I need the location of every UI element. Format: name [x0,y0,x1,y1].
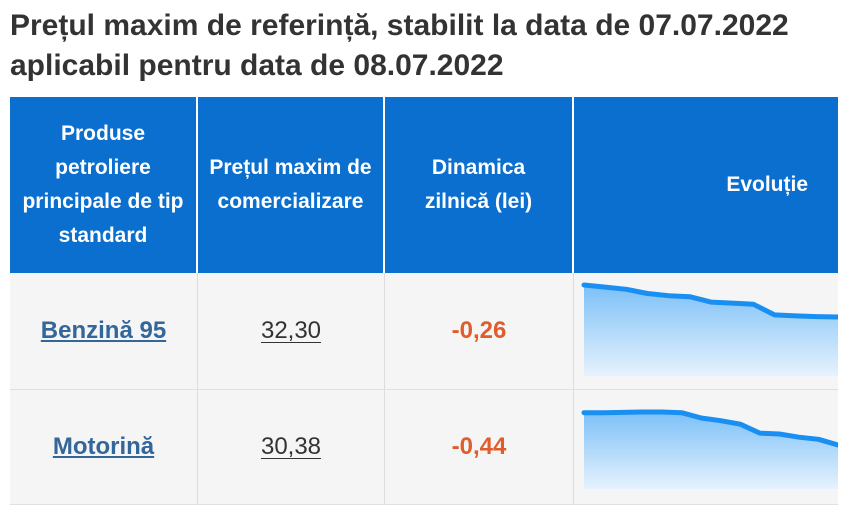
price-value: 32,30 [260,317,322,344]
table-row-product-cell: Motorină [10,390,198,505]
dynamic-value: -0,26 [451,317,507,344]
table-row-dynamic-cell: -0,44 [385,390,574,505]
product-link-motorina[interactable]: Motorină [52,433,155,460]
dynamic-value: -0,44 [451,433,507,460]
prices-table: Produse petroliere principale de tip sta… [10,97,838,505]
sparkline-line [581,282,838,320]
table-row-product-cell: Benzină 95 [10,273,198,390]
table-row-evolution-cell [574,273,838,390]
page-title: Prețul maxim de referință, stabilit la d… [10,9,789,82]
product-link-benzina-95[interactable]: Benzină 95 [40,317,167,344]
table-row-evolution-cell [574,390,838,505]
table-row-price-cell: 30,38 [198,390,385,505]
table-row-dynamic-cell: -0,26 [385,273,574,390]
price-value: 30,38 [260,433,322,460]
table-row-price-cell: 32,30 [198,273,385,390]
header-dynamic: Dinamica zilnică (lei) [385,97,574,273]
sparkline-area [584,285,838,376]
header-product: Produse petroliere principale de tip sta… [10,97,198,273]
sparkline-line [581,409,838,448]
header-evolution: Evoluție [574,97,838,273]
header-price: Prețul maxim de comercializare [198,97,385,273]
evolution-sparkline-benzina [581,282,838,376]
evolution-sparkline-motorina [581,409,838,489]
sparkline-area [584,412,838,489]
